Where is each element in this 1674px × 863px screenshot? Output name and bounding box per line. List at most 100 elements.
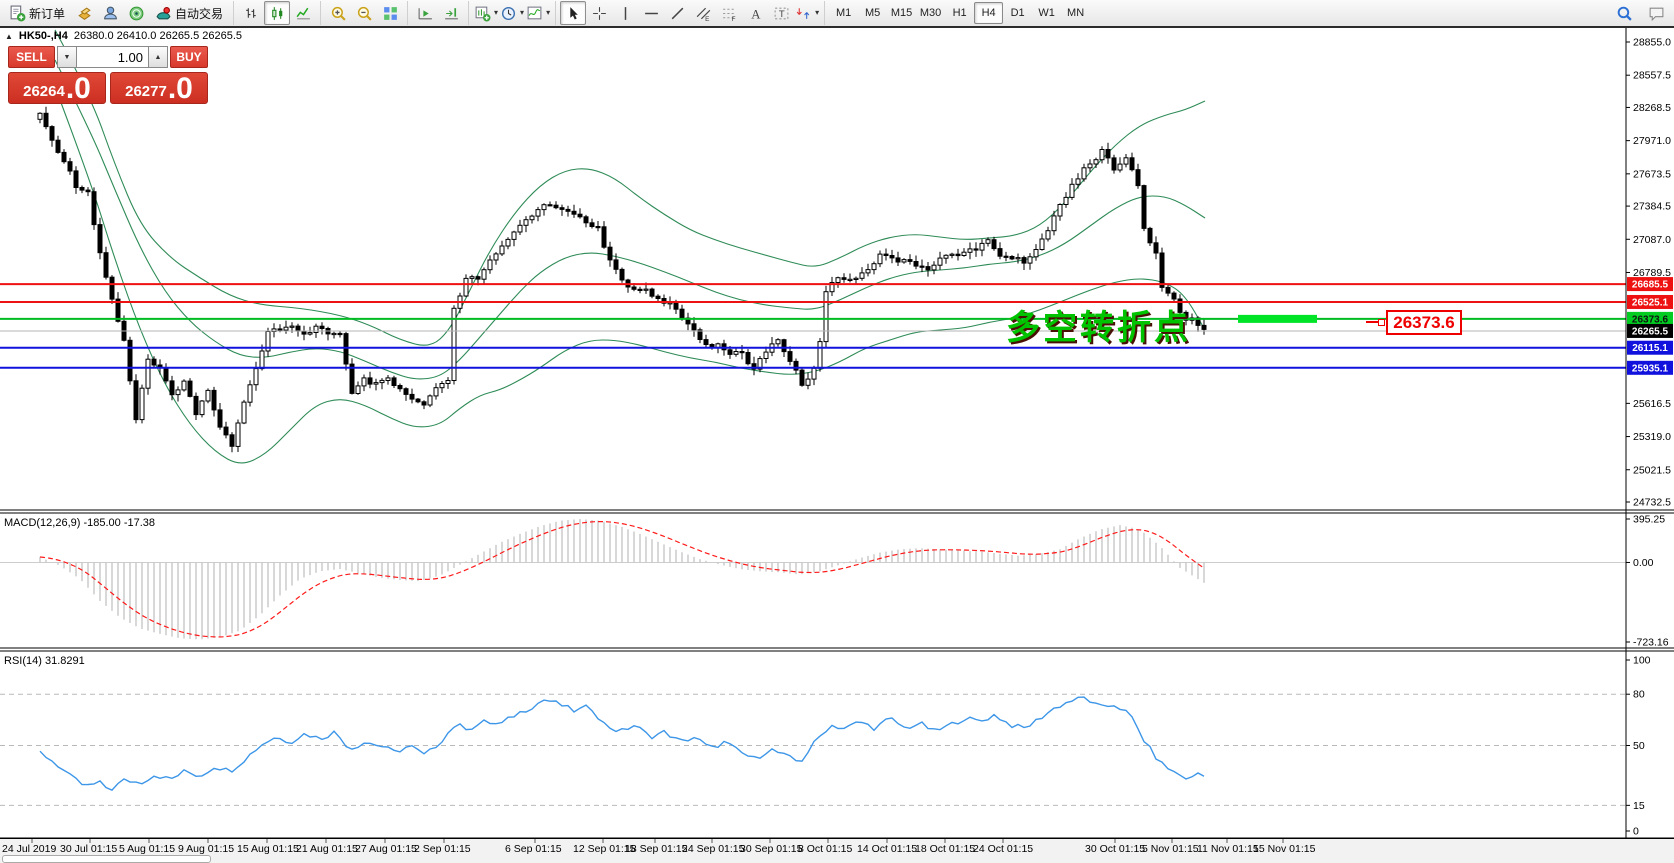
svg-text:28268.5: 28268.5: [1633, 102, 1671, 114]
highlight-trendline-segment[interactable]: [1238, 314, 1317, 323]
svg-text:6 Sep 01:15: 6 Sep 01:15: [505, 843, 562, 855]
price-badge-26525.1: [1627, 294, 1673, 309]
toolbar-group-scroll: [407, 1, 464, 25]
trendline-icon: [669, 5, 686, 22]
buy-price: 26277: [125, 83, 167, 100]
new-chart-button[interactable]: ▾: [473, 1, 499, 25]
svg-text:8 Oct 01:15: 8 Oct 01:15: [798, 843, 852, 855]
svg-text:F: F: [731, 15, 735, 21]
crosshair-button[interactable]: [586, 1, 612, 25]
cursor-button[interactable]: [560, 1, 587, 25]
signal-button[interactable]: [123, 1, 149, 25]
svg-text:27 Aug 01:15: 27 Aug 01:15: [355, 843, 417, 855]
timeframe-h4-button[interactable]: H4: [974, 2, 1004, 24]
text-button[interactable]: A: [742, 1, 768, 25]
line-chart-icon: [295, 5, 312, 22]
price-level-annotation[interactable]: 26373.6: [1386, 310, 1462, 335]
horizontal-line-button[interactable]: [638, 1, 664, 25]
sell-price-box[interactable]: 26264 .0: [8, 72, 106, 104]
toolbar-group-chart-type: [233, 1, 316, 25]
signal-icon: [128, 5, 145, 22]
vertical-line-button[interactable]: [612, 1, 638, 25]
svg-text:26115.1: 26115.1: [1632, 343, 1668, 354]
bollinger-bands: [54, 29, 1206, 464]
toolbar-group-objects: E F A T ▾: [555, 1, 820, 25]
arrows-button[interactable]: ▾: [794, 1, 820, 25]
svg-text:T: T: [778, 9, 784, 20]
chevron-down-icon: ▾: [546, 8, 551, 17]
candlestick-layer: [37, 106, 1207, 453]
chart-header: ▲ HK50-,H4 26380.0 26410.0 26265.5 26265…: [5, 30, 242, 42]
crosshair-icon: [591, 5, 608, 22]
svg-text:395.25: 395.25: [1633, 514, 1665, 526]
volume-input[interactable]: 1.00: [77, 46, 148, 68]
chart-shift-button[interactable]: [438, 1, 464, 25]
gold-button[interactable]: [71, 1, 97, 25]
community-button[interactable]: [97, 1, 123, 25]
auto-scroll-button[interactable]: [412, 1, 438, 25]
line-chart-button[interactable]: [290, 1, 316, 25]
timeframe-m1-button[interactable]: M1: [835, 7, 852, 19]
chart-shift-icon: [443, 5, 460, 22]
volume-increase-button[interactable]: ▲: [148, 46, 168, 68]
fibonacci-button[interactable]: F: [716, 1, 742, 25]
rsi-layer: [39, 696, 1205, 791]
pane-separators: [0, 28, 1674, 859]
price-axis: 28855.0 28557.5 28268.5 27971.0 27673.5 27384…: [1626, 37, 1671, 838]
vline-icon: [617, 5, 634, 22]
svg-text:15 Nov 01:15: 15 Nov 01:15: [1253, 843, 1316, 855]
buy-price-box[interactable]: 26277 .0: [110, 72, 208, 104]
svg-text:14 Oct 01:15: 14 Oct 01:15: [857, 843, 917, 855]
timeframe-m15-button[interactable]: M15: [890, 7, 913, 19]
autotrade-icon: [155, 5, 172, 22]
indicators-icon: [526, 5, 543, 22]
sell-price-pip: .0: [65, 72, 91, 105]
search-button[interactable]: [1611, 1, 1637, 25]
timeframe-h1-button[interactable]: H1: [952, 7, 967, 19]
svg-text:25616.5: 25616.5: [1633, 398, 1671, 410]
chevron-down-icon: ▾: [494, 8, 499, 17]
macd-signal-line: [39, 520, 1205, 638]
cursor-icon: [565, 5, 582, 22]
gold-cube-icon: [76, 5, 93, 22]
buy-button[interactable]: BUY: [170, 46, 208, 68]
profiles-button[interactable]: ▾: [499, 1, 525, 25]
svg-text:24 Oct 01:15: 24 Oct 01:15: [973, 843, 1033, 855]
svg-text:9 Aug 01:15: 9 Aug 01:15: [178, 843, 234, 855]
sell-button[interactable]: SELL: [8, 46, 55, 68]
tile-windows-button[interactable]: [377, 1, 403, 25]
timeframe-w1-button[interactable]: W1: [1038, 7, 1055, 19]
channel-icon: E: [695, 5, 712, 22]
bar-chart-button[interactable]: [238, 1, 264, 25]
timeframe-m30-button[interactable]: M30: [919, 7, 942, 19]
price-badge-26373.6: [1627, 311, 1673, 326]
h-scrollbar-thumb[interactable]: [2, 855, 211, 863]
zoom-out-button[interactable]: [351, 1, 377, 25]
svg-text:E: E: [705, 15, 709, 21]
volume-decrease-button[interactable]: ▼: [57, 46, 77, 68]
price-box-anchor[interactable]: [1378, 319, 1385, 326]
autotrade-label: 自动交易: [175, 6, 224, 21]
price-badge-25935.1: [1627, 360, 1673, 375]
timeframe-m5-button[interactable]: M5: [864, 7, 881, 19]
channel-button[interactable]: E: [690, 1, 716, 25]
autotrade-button[interactable]: 自动交易: [149, 1, 229, 25]
indicators-button[interactable]: ▾: [525, 1, 551, 25]
svg-text:26373.6: 26373.6: [1632, 314, 1669, 325]
new-order-icon: [9, 5, 26, 22]
macd-indicator-label: MACD(12,26,9) -185.00 -17.38: [4, 517, 156, 529]
chat-button[interactable]: [1643, 1, 1669, 25]
label-button[interactable]: T: [768, 1, 794, 25]
candlestick-button[interactable]: [264, 1, 291, 25]
new-order-button[interactable]: 新订单: [3, 1, 71, 25]
svg-text:24 Jul 2019: 24 Jul 2019: [2, 843, 56, 855]
collapse-panel-icon[interactable]: ▲: [5, 31, 13, 41]
timeframe-mn-button[interactable]: MN: [1067, 7, 1085, 19]
svg-text:25935.1: 25935.1: [1632, 363, 1669, 374]
trendline-button[interactable]: [664, 1, 690, 25]
zoom-in-button[interactable]: [325, 1, 351, 25]
timeframe-d1-button[interactable]: D1: [1010, 7, 1025, 19]
svg-text:25319.0: 25319.0: [1633, 431, 1671, 443]
